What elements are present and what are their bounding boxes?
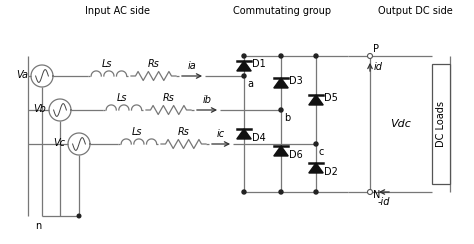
Text: a: a [247,79,253,89]
Polygon shape [309,163,323,173]
Text: Ls: Ls [117,93,127,103]
FancyBboxPatch shape [432,64,450,184]
Polygon shape [237,61,251,71]
Circle shape [77,214,81,218]
Text: P: P [373,44,379,54]
Text: Rs: Rs [147,59,159,69]
Text: Ls: Ls [102,59,112,69]
Text: id: id [374,62,383,72]
Text: D6: D6 [289,150,303,160]
Text: Ls: Ls [132,127,142,137]
Circle shape [314,142,318,146]
Circle shape [242,54,246,58]
Text: D5: D5 [324,93,338,103]
Text: b: b [284,113,290,123]
Text: Va: Va [16,70,28,80]
Polygon shape [274,146,288,156]
Circle shape [279,190,283,194]
Circle shape [242,190,246,194]
Polygon shape [309,95,323,105]
Text: N: N [373,190,380,200]
Text: Vb: Vb [33,104,46,114]
Text: ib: ib [202,95,211,105]
Text: ia: ia [188,61,196,71]
Text: Output DC side: Output DC side [378,6,452,16]
Text: Rs: Rs [178,127,190,137]
Text: Input AC side: Input AC side [85,6,151,16]
Text: D3: D3 [289,76,303,86]
Text: Commutating group: Commutating group [233,6,331,16]
Circle shape [242,74,246,78]
Text: D2: D2 [324,167,338,177]
Circle shape [367,53,373,59]
Circle shape [279,108,283,112]
Text: Rs: Rs [163,93,174,103]
Circle shape [314,190,318,194]
Text: n: n [35,221,41,231]
Polygon shape [274,78,288,88]
Text: DC Loads: DC Loads [436,101,446,147]
Polygon shape [237,129,251,139]
Text: Vc: Vc [53,138,65,148]
Text: -id: -id [378,197,390,207]
Circle shape [367,190,373,194]
Circle shape [279,54,283,58]
Text: ic: ic [217,129,225,139]
Text: c: c [319,147,324,157]
Circle shape [314,54,318,58]
Text: D4: D4 [252,133,266,143]
Text: D1: D1 [252,59,266,69]
Text: Vdc: Vdc [391,119,411,129]
